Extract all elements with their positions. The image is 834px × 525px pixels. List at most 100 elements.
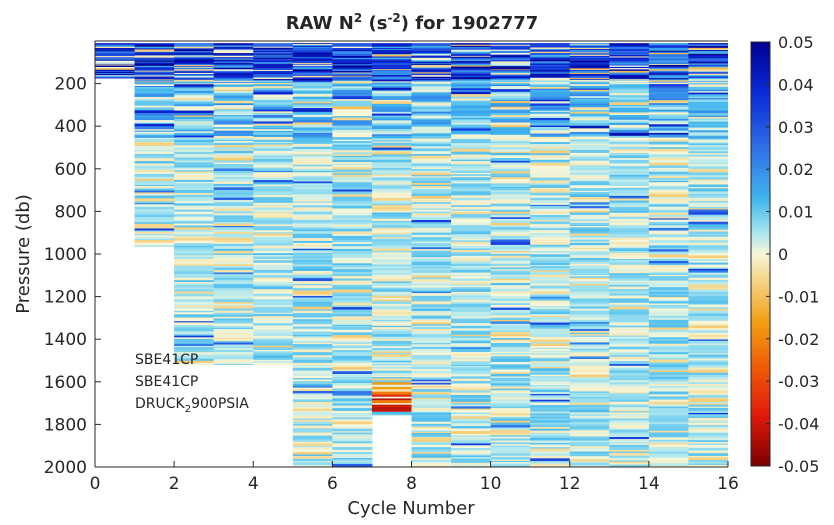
heatmap-cell <box>648 341 689 344</box>
heatmap-cell <box>213 223 254 227</box>
heatmap-cell <box>490 93 531 97</box>
heatmap-cell <box>174 135 215 138</box>
heatmap-cell <box>292 334 333 337</box>
heatmap-cell <box>292 331 333 334</box>
heatmap-cell <box>332 212 373 216</box>
heatmap-cell <box>292 321 333 325</box>
heatmap-cell <box>134 223 175 227</box>
heatmap-cell <box>371 82 412 84</box>
heatmap-cell <box>134 238 175 241</box>
heatmap-cell <box>530 389 571 393</box>
heatmap-cell <box>490 66 531 68</box>
heatmap-cell <box>490 334 531 337</box>
heatmap-cell <box>371 407 412 409</box>
heatmap-cell <box>134 122 175 125</box>
heatmap-cell <box>688 56 728 59</box>
heatmap-cell <box>609 260 650 263</box>
heatmap-cell <box>292 333 333 335</box>
heatmap-cell <box>688 170 728 173</box>
heatmap-cell <box>451 248 492 251</box>
heatmap-cell <box>688 464 728 467</box>
heatmap-cell <box>451 337 492 341</box>
heatmap-cell <box>490 84 531 87</box>
heatmap-cell <box>451 214 492 218</box>
heatmap-cell <box>490 209 531 211</box>
heatmap-cell <box>648 168 689 170</box>
heatmap-cell <box>332 267 373 270</box>
heatmap-cell <box>292 454 333 457</box>
heatmap-cell <box>569 428 610 431</box>
heatmap-cell <box>213 335 254 338</box>
heatmap-cell <box>609 273 650 276</box>
heatmap-cell <box>648 226 689 229</box>
heatmap-cell <box>332 135 373 138</box>
heatmap-cell <box>253 304 294 308</box>
heatmap-cell <box>451 368 492 372</box>
heatmap-cell <box>688 430 728 433</box>
heatmap-cell <box>648 103 689 106</box>
heatmap-cell <box>648 294 689 296</box>
heatmap-cell <box>688 164 728 166</box>
heatmap-cell <box>451 378 492 382</box>
heatmap-cell <box>174 75 215 77</box>
heatmap-cell <box>411 208 452 210</box>
heatmap-cell <box>688 360 728 363</box>
heatmap-cell <box>253 191 294 194</box>
heatmap-cell <box>292 191 333 195</box>
heatmap-cell <box>411 53 452 56</box>
heatmap-cell <box>292 336 333 338</box>
heatmap-cell <box>569 303 610 306</box>
heatmap-cell <box>648 324 689 328</box>
heatmap-cell <box>411 426 452 429</box>
heatmap-cell <box>371 248 412 252</box>
heatmap-cell <box>648 283 689 287</box>
heatmap-cell <box>569 185 610 189</box>
heatmap-cell <box>174 276 215 278</box>
heatmap-cell <box>174 360 215 364</box>
heatmap-cell <box>174 338 215 342</box>
heatmap-cell <box>292 365 333 369</box>
x-tick-label: 16 <box>717 474 739 494</box>
heatmap-cell <box>451 465 492 467</box>
heatmap-cell <box>490 79 531 81</box>
heatmap-cell <box>411 324 452 326</box>
heatmap-cell <box>332 223 373 225</box>
heatmap-cell <box>411 263 452 266</box>
heatmap-cell <box>174 131 215 134</box>
heatmap-cell <box>292 295 333 298</box>
heatmap-cell <box>332 248 373 252</box>
heatmap-cell <box>451 448 492 451</box>
heatmap-cell <box>569 44 610 47</box>
heatmap-cell <box>688 137 728 140</box>
heatmap-cell <box>648 270 689 273</box>
heatmap-cell <box>490 427 531 431</box>
heatmap-cell <box>174 43 215 45</box>
heatmap-cell <box>530 55 571 58</box>
heatmap-cell <box>134 113 175 116</box>
heatmap-cell <box>530 75 571 77</box>
heatmap-cell <box>530 161 571 164</box>
heatmap-cell <box>688 73 728 74</box>
heatmap-cell <box>134 184 175 187</box>
heatmap-cell <box>292 122 333 125</box>
heatmap-cell <box>530 353 571 355</box>
heatmap-cell <box>688 219 728 222</box>
heatmap-cell <box>411 48 452 50</box>
heatmap-cell <box>451 206 492 210</box>
heatmap-cell <box>174 204 215 206</box>
heatmap-cell <box>490 104 531 107</box>
heatmap-cell <box>332 437 373 440</box>
heatmap-cell <box>411 198 452 201</box>
heatmap-cell <box>371 360 412 363</box>
heatmap-cell <box>411 338 452 341</box>
heatmap-cell <box>174 329 215 332</box>
heatmap-cell <box>332 208 373 211</box>
heatmap-cell <box>253 50 294 53</box>
heatmap-cell <box>134 78 175 80</box>
heatmap-cell <box>371 294 412 296</box>
heatmap-cell <box>530 107 571 110</box>
heatmap-cell <box>371 238 412 240</box>
heatmap-cell <box>530 343 571 347</box>
heatmap-cell <box>648 169 689 173</box>
heatmap-cell <box>174 308 215 312</box>
